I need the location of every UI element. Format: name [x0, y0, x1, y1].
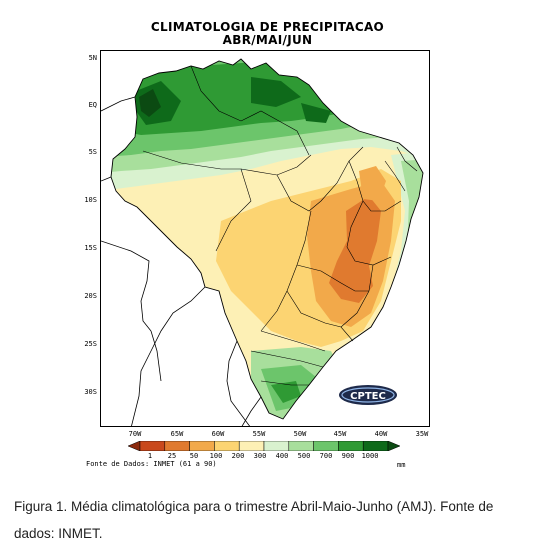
lon-label-70w: 70W — [128, 430, 142, 438]
legend-tick-400: 400 — [275, 452, 289, 460]
lat-label-20s: 20S — [84, 292, 97, 300]
svg-text:CPTEC: CPTEC — [350, 391, 386, 402]
legend-swatch — [189, 441, 215, 451]
legend-swatch — [214, 441, 240, 451]
lon-label-35w: 35W — [415, 430, 429, 438]
lon-label-60w: 60W — [211, 430, 225, 438]
legend-swatch — [263, 441, 290, 451]
legend-swatch — [128, 441, 141, 451]
lon-label-55w: 55W — [252, 430, 266, 438]
legend-tick-500: 500 — [297, 452, 311, 460]
legend-tick-300: 300 — [253, 452, 267, 460]
brazil-outline — [110, 58, 424, 420]
lon-label-50w: 50W — [293, 430, 307, 438]
figure-caption: Figura 1. Média climatológica para o tri… — [14, 499, 494, 541]
lat-label-5s: 5S — [88, 148, 97, 156]
state-borders — [142, 65, 418, 386]
legend-swatch — [313, 441, 339, 451]
legend-swatch — [139, 441, 166, 451]
precipitation-map — [100, 50, 430, 427]
color-legend — [128, 441, 400, 451]
legend-swatch — [164, 441, 190, 451]
cptec-logo: CPTEC — [339, 385, 397, 405]
map-subtitle: ABR/MAI/JUN — [222, 33, 313, 47]
lat-label-25s: 25S — [84, 340, 97, 348]
legend-unit: mm — [397, 461, 406, 469]
legend-tick-900: 900 — [341, 452, 355, 460]
legend-tick-200: 200 — [231, 452, 245, 460]
lat-label-15s: 15S — [84, 244, 97, 252]
lon-label-40w: 40W — [374, 430, 388, 438]
legend-tick-1: 1 — [147, 452, 153, 460]
legend-tick-700: 700 — [319, 452, 333, 460]
legend-tick-25: 25 — [167, 452, 177, 460]
legend-tick-100: 100 — [209, 452, 223, 460]
precipitation-field — [111, 59, 423, 419]
legend-swatch — [288, 441, 314, 451]
map-svg — [101, 58, 424, 426]
lat-label-5n: 5N — [88, 54, 97, 62]
legend-swatch — [238, 441, 265, 451]
data-source-label: Fonte de Dados: INMET (61 a 90) — [86, 460, 217, 468]
lon-label-65w: 65W — [170, 430, 184, 438]
legend-swatch — [362, 441, 389, 451]
legend-swatch — [338, 441, 364, 451]
map-title: CLIMATOLOGIA DE PRECIPITACAO — [150, 20, 385, 34]
lon-label-45w: 45W — [333, 430, 347, 438]
legend-tick-50: 50 — [189, 452, 199, 460]
lat-label-eq: EQ — [88, 101, 97, 109]
lat-label-30s: 30S — [84, 388, 97, 396]
lat-label-10s: 10S — [84, 196, 97, 204]
legend-tick-1000: 1000 — [361, 452, 379, 460]
legend-swatch — [387, 441, 400, 451]
